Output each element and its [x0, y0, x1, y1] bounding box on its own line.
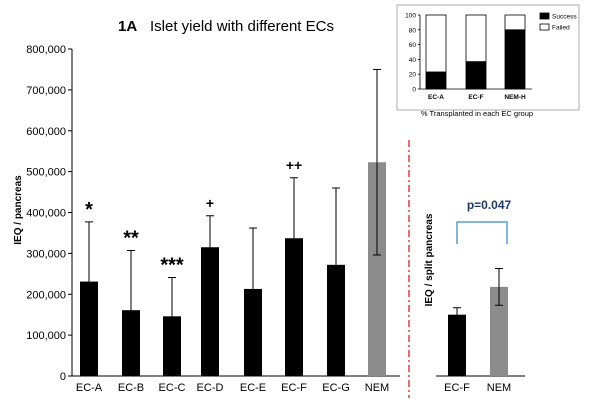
inset-y-tick-label: 0: [412, 87, 416, 94]
figure-label: 1A: [118, 18, 137, 35]
chart-title: Islet yield with different ECs: [150, 18, 334, 35]
split-bar: [448, 314, 466, 376]
inset-legend-swatch: [539, 23, 550, 31]
inset-y-tick-label: 40: [409, 57, 417, 64]
split-bar: [490, 286, 508, 376]
inset-bar-segment: [425, 14, 447, 73]
inset-caption: % Transplanted in each EC group: [421, 109, 533, 118]
inset-bar-segment: [425, 71, 447, 90]
x-tick-label: EC-E: [240, 382, 266, 394]
split-x-tick-label: NEM: [487, 382, 511, 394]
y-tick-label: 300,000: [26, 248, 66, 260]
inset-legend-label: Failed: [552, 25, 570, 32]
x-tick-label: EC-D: [197, 382, 224, 394]
x-tick-label: EC-C: [159, 382, 186, 394]
inset-bar-segment: [504, 14, 526, 31]
inset-bar-segment: [465, 61, 487, 90]
x-tick-label: EC-B: [118, 382, 144, 394]
y-axis-title: IEQ / pancreas: [13, 175, 24, 245]
p-value-label: p=0.047: [467, 198, 512, 212]
bar: [285, 238, 303, 376]
inset-y-tick-label: 80: [409, 27, 417, 34]
inset-legend-label: Success: [552, 14, 577, 21]
significance-annotation: ++: [286, 157, 302, 173]
x-tick-label: EC-G: [322, 382, 350, 394]
y-tick-label: 0: [60, 371, 66, 383]
bar: [201, 247, 219, 376]
inset-y-tick-label: 100: [405, 13, 416, 20]
significance-annotation: **: [123, 228, 139, 250]
significance-annotation: *: [85, 199, 93, 221]
bar: [327, 264, 345, 376]
inset-frame: [396, 4, 580, 111]
y-tick-label: 500,000: [26, 167, 66, 179]
y-tick-label: 700,000: [26, 85, 66, 97]
inset-x-tick-label: NEM-H: [504, 94, 526, 101]
y-tick-label: 600,000: [26, 126, 66, 138]
bar: [163, 316, 181, 376]
x-tick-label: EC-F: [281, 382, 307, 394]
bar: [122, 310, 140, 376]
significance-bracket: [456, 221, 508, 244]
split-x-tick-label: EC-F: [444, 382, 470, 394]
y-tick-label: 100,000: [26, 330, 66, 342]
x-tick-label: NEM: [365, 382, 389, 394]
split-y-axis-title: IEQ / split pancreas: [424, 213, 435, 306]
bar: [244, 288, 262, 376]
bar: [368, 162, 386, 376]
inset-x-tick-label: EC-F: [468, 94, 483, 101]
inset-legend-swatch: [539, 12, 550, 20]
significance-annotation: +: [206, 195, 214, 211]
significance-annotation: ***: [160, 254, 184, 276]
y-tick-label: 800,000: [26, 44, 66, 56]
y-tick-label: 400,000: [26, 208, 66, 220]
bar: [80, 281, 98, 376]
inset-bar-segment: [504, 29, 526, 90]
inset-bar-segment: [465, 14, 487, 63]
inset-x-tick-label: EC-A: [428, 94, 444, 101]
inset-y-tick-label: 60: [409, 42, 417, 49]
x-tick-label: EC-A: [76, 382, 103, 394]
inset-y-tick-label: 20: [409, 72, 417, 79]
y-tick-label: 200,000: [26, 289, 66, 301]
